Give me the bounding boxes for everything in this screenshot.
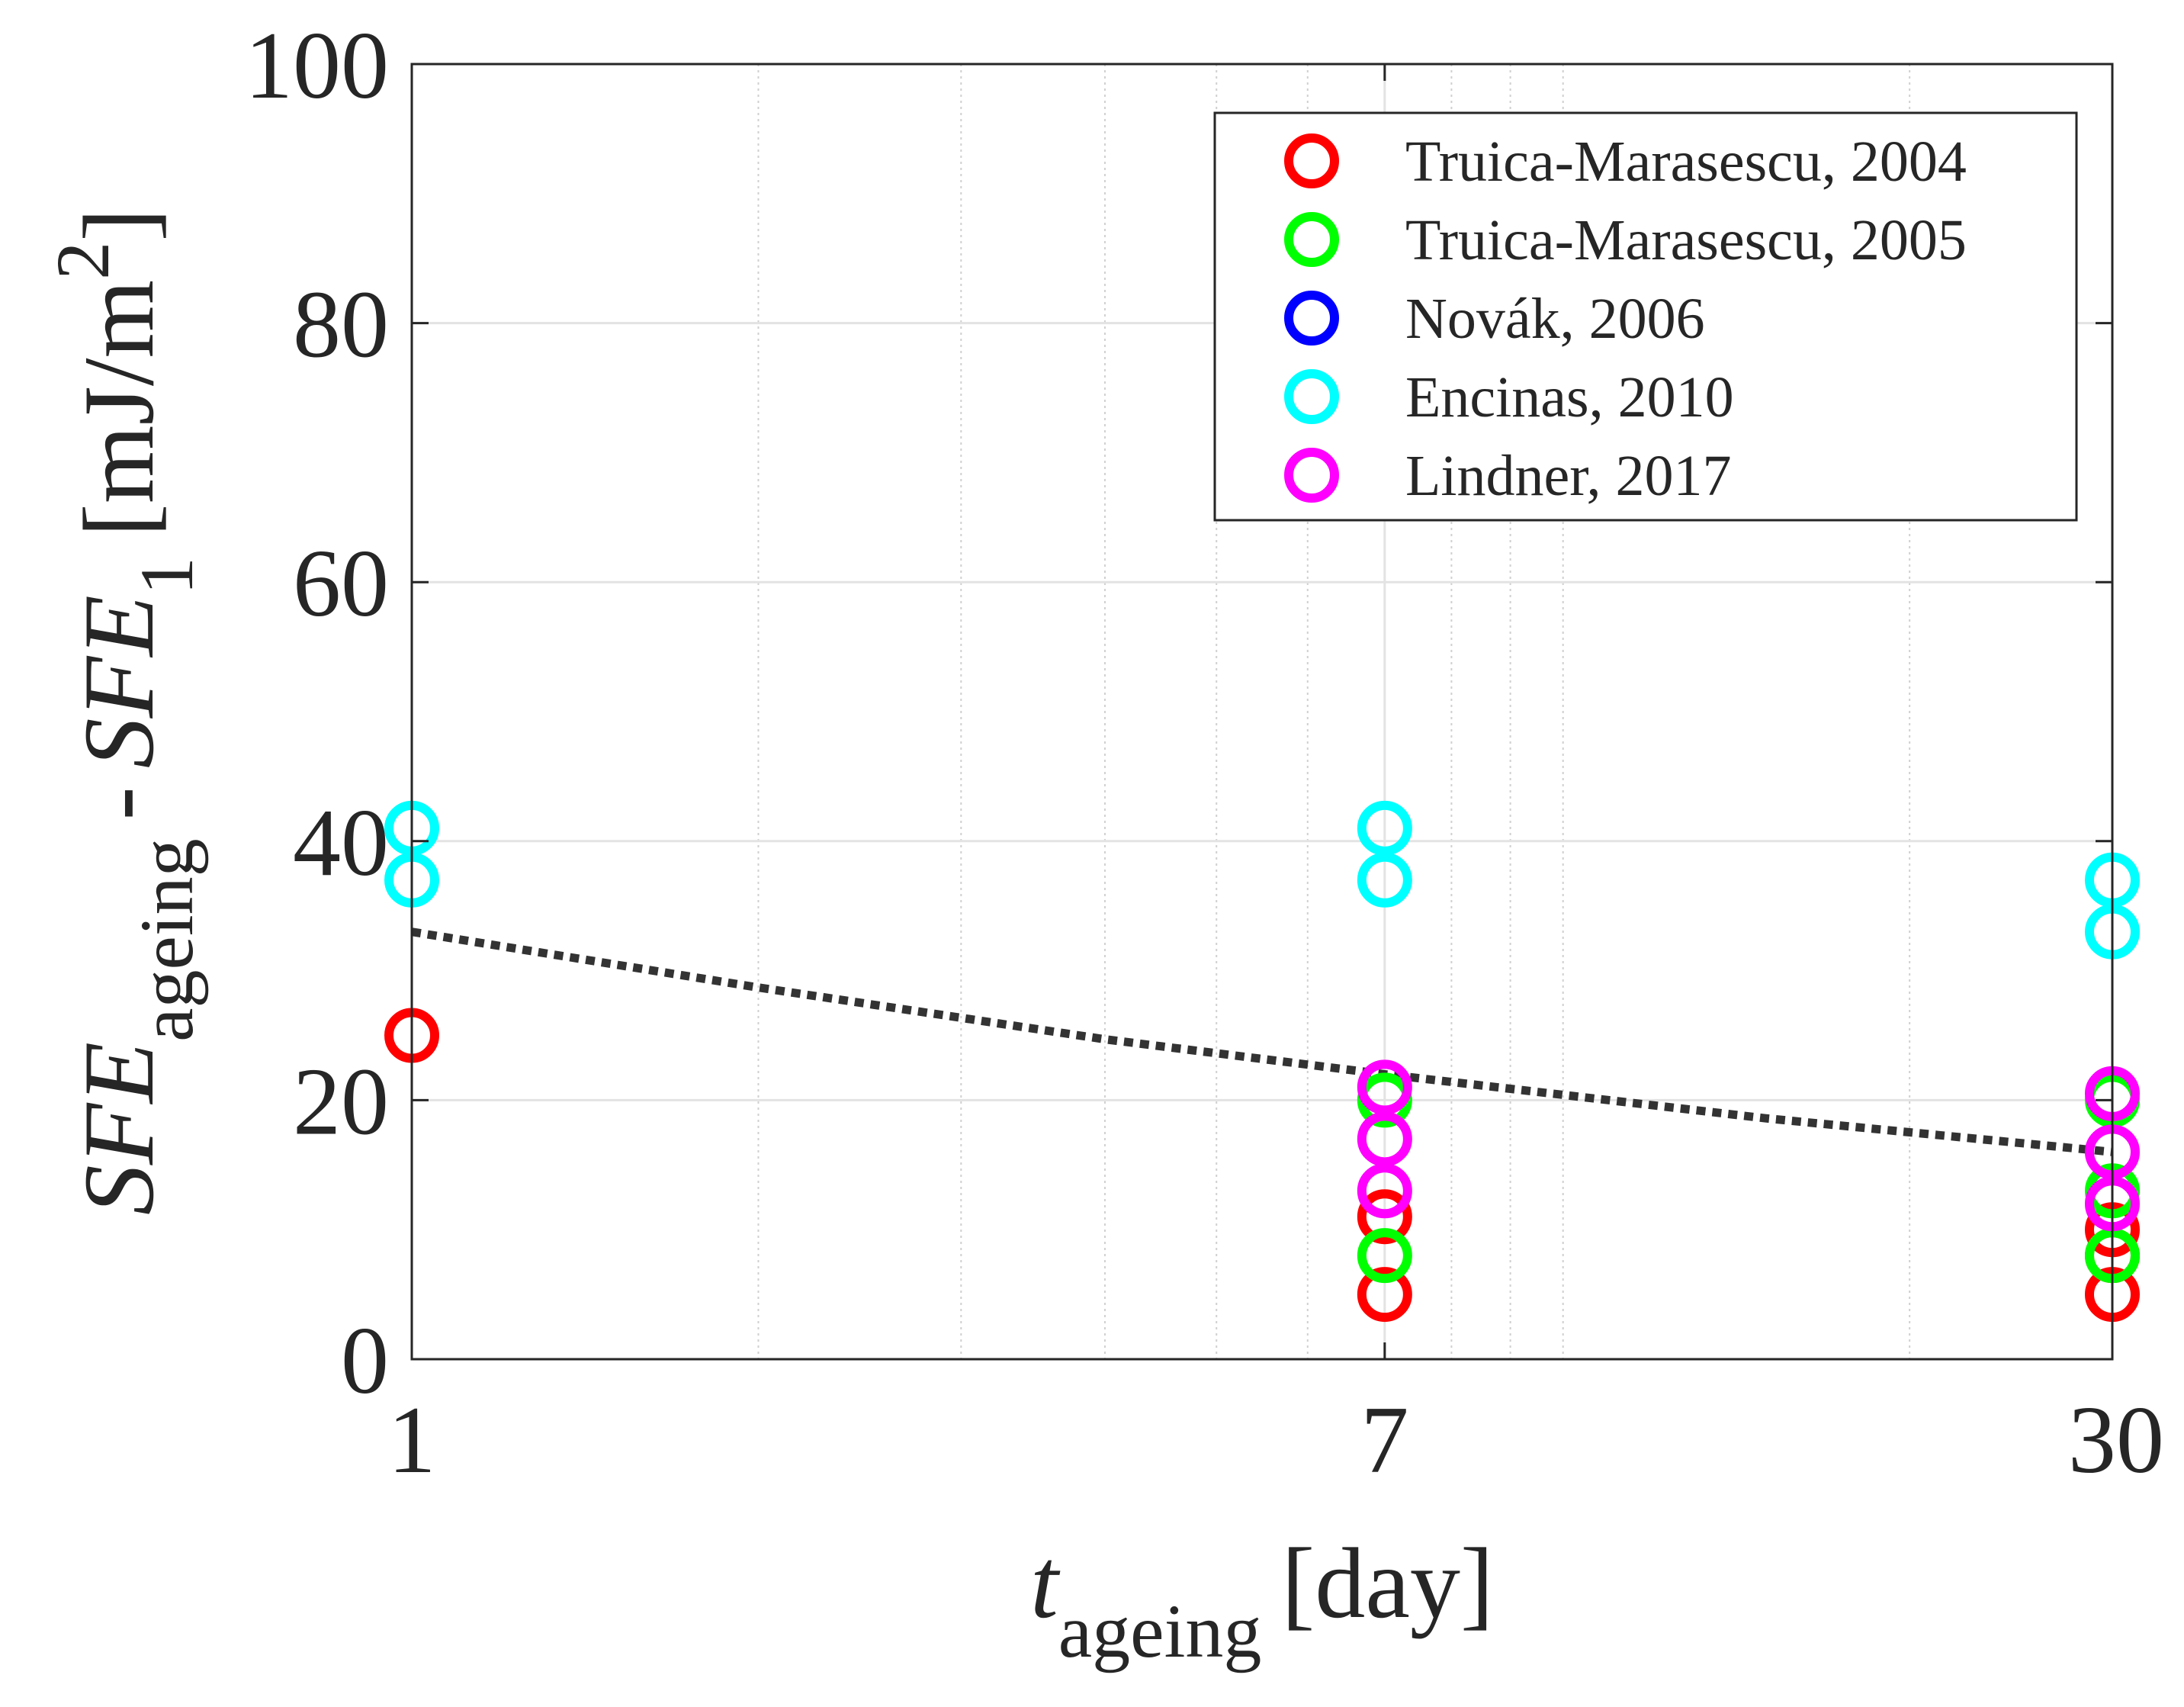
marker-lindner-2017 <box>1357 1111 1412 1167</box>
legend-label-truica-marasescu-2005: Truica-Marasescu, 2005 <box>1405 208 1967 272</box>
legend-marker-encinas-2010 <box>1284 369 1339 424</box>
x-tick-label: 1 <box>388 1387 436 1493</box>
marker-truica-marasescu-2004 <box>1357 1189 1412 1245</box>
y-axis-title: SFEageing-SFE1[mJ/m2] <box>40 208 209 1215</box>
x-axis-title-subscript: ageing <box>1058 1589 1262 1673</box>
trend-layer <box>411 927 2113 1156</box>
x-axis-title-unit: [day] <box>1281 1527 1494 1639</box>
trend-line <box>411 927 2113 1156</box>
y-axis-title-sub1: ageing <box>124 838 209 1042</box>
marker-truica-marasescu-2004 <box>1357 1267 1412 1323</box>
legend: Truica-Marasescu, 2004 Truica-Marasescu, … <box>1213 111 2078 522</box>
legend-items: Truica-Marasescu, 2004 Truica-Marasescu, … <box>1284 130 1967 508</box>
plot-frame <box>410 63 2114 1361</box>
legend-label-truica-marasescu-2004: Truica-Marasescu, 2004 <box>1405 130 1967 194</box>
legend-marker-nov-k-2006 <box>1284 291 1339 346</box>
y-axis-title-term1: SFE <box>63 1042 175 1215</box>
y-axis-title-term2: SFE <box>63 595 175 768</box>
x-axis-title: tageing [day] <box>1030 1527 1494 1673</box>
y-tick-label: 40 <box>293 790 389 896</box>
y-axis-title-unit-open: [mJ/m <box>63 280 175 537</box>
x-tick-label: 7 <box>1360 1387 1408 1493</box>
marker-truica-marasescu-2005 <box>1357 1228 1412 1284</box>
x-tick-label: 30 <box>2068 1387 2164 1493</box>
legend-label-nov-k-2006: Novák, 2006 <box>1405 287 1705 351</box>
marker-lindner-2017 <box>1357 1163 1412 1219</box>
y-axis-title-unit-sup: 2 <box>40 242 125 280</box>
y-axis-title-minus: - <box>63 786 175 820</box>
x-axis-title-main: t <box>1030 1527 1061 1639</box>
marker-encinas-2010 <box>1357 852 1412 908</box>
marker-lindner-2017 <box>1357 1059 1412 1115</box>
legend-marker-lindner-2017 <box>1284 448 1339 503</box>
y-tick-label: 80 <box>293 272 389 378</box>
legend-marker-truica-marasescu-2004 <box>1284 133 1339 188</box>
legend-box <box>1213 111 2078 522</box>
ticks-layer: 0 20 40 60 80 100 1 7 30 <box>245 13 2164 1493</box>
y-tick-label: 60 <box>293 531 389 637</box>
y-axis-title-unit-close: ] <box>63 208 175 242</box>
legend-label-lindner-2017: Lindner, 2017 <box>1405 444 1732 508</box>
legend-marker-truica-marasescu-2005 <box>1284 212 1339 267</box>
y-axis-title-sub2: 1 <box>124 557 209 595</box>
y-tick-label: 100 <box>245 13 389 119</box>
y-tick-label: 0 <box>341 1308 389 1414</box>
legend-label-encinas-2010: Encinas, 2010 <box>1405 365 1734 429</box>
y-tick-label: 20 <box>293 1049 389 1155</box>
marker-encinas-2010 <box>1357 800 1412 856</box>
